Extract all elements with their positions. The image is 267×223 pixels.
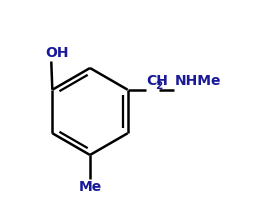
Text: CH: CH (146, 74, 168, 88)
Text: Me: Me (78, 180, 102, 194)
Text: 2: 2 (155, 81, 163, 91)
Text: NHMe: NHMe (175, 74, 222, 88)
Text: OH: OH (45, 46, 68, 60)
